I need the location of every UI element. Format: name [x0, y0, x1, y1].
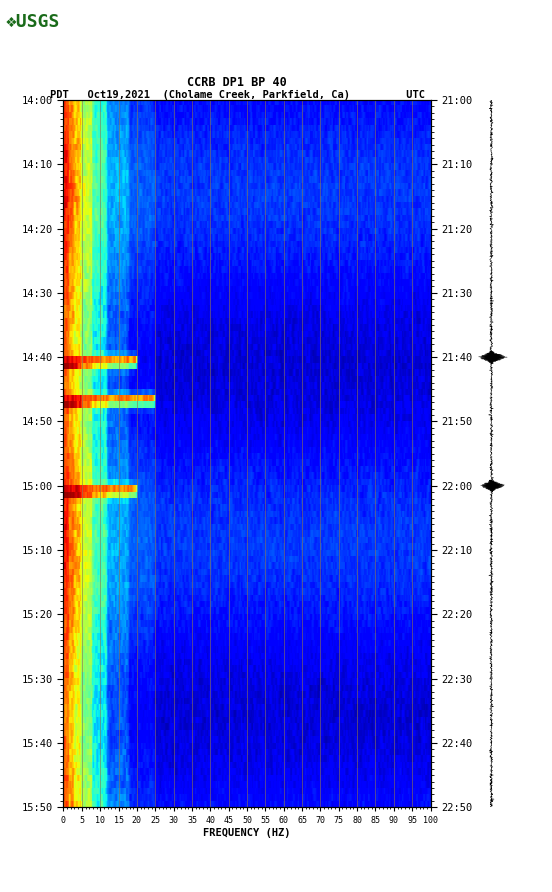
X-axis label: FREQUENCY (HZ): FREQUENCY (HZ)	[203, 828, 291, 838]
Text: ❖USGS: ❖USGS	[6, 13, 60, 31]
Text: PDT   Oct19,2021  (Cholame Creek, Parkfield, Ca)         UTC: PDT Oct19,2021 (Cholame Creek, Parkfield…	[50, 90, 425, 100]
Text: CCRB DP1 BP 40: CCRB DP1 BP 40	[188, 76, 287, 89]
